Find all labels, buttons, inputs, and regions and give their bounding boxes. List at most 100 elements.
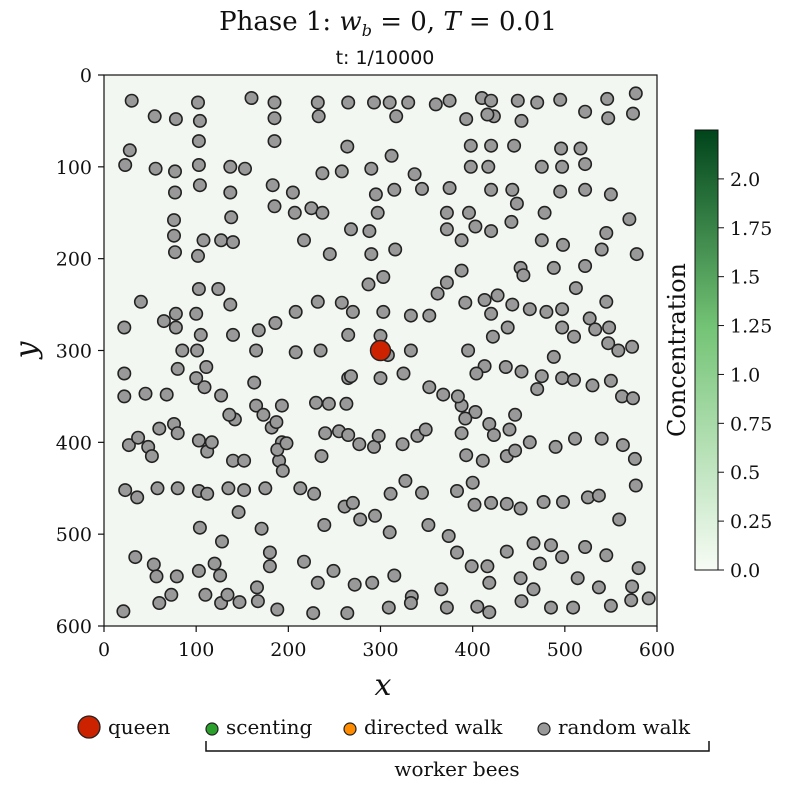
random-walk-point	[167, 213, 182, 228]
random-walk-point	[311, 109, 326, 124]
random-walk-point	[116, 604, 131, 619]
random-walk-point	[578, 182, 593, 197]
random-walk-point	[267, 111, 282, 126]
random-walk-point	[307, 486, 322, 501]
y-tick-label: 500	[56, 524, 92, 546]
random-walk-point	[484, 495, 499, 510]
random-walk-point	[499, 496, 514, 511]
random-walk-point	[578, 157, 593, 172]
random-walk-point	[439, 275, 454, 290]
legend-marker-queen	[77, 715, 101, 739]
random-walk-point	[514, 594, 529, 609]
random-walk-point	[191, 433, 206, 448]
random-walk-point	[615, 438, 630, 453]
random-walk-point	[198, 587, 213, 602]
random-walk-point	[175, 343, 190, 358]
random-walk-point	[401, 95, 416, 110]
random-walk-point	[168, 245, 183, 260]
random-walk-point	[231, 505, 246, 520]
random-walk-point	[251, 323, 266, 338]
random-walk-point	[168, 185, 183, 200]
random-walk-point	[361, 277, 376, 292]
random-walk-point	[238, 161, 253, 176]
random-walk-point	[222, 407, 237, 422]
random-walk-point	[258, 481, 273, 496]
random-walk-point	[211, 281, 226, 296]
random-walk-point	[192, 113, 207, 128]
random-walk-point	[599, 294, 614, 309]
random-walk-point	[522, 302, 537, 317]
random-walk-point	[555, 159, 570, 174]
random-walk-point	[124, 93, 139, 108]
random-walk-point	[334, 295, 349, 310]
random-walk-point	[403, 308, 418, 323]
random-walk-point	[152, 421, 167, 436]
axis-ticks: 0 100 200 300 400 500 600 0 100 200 300 400 500 600	[56, 65, 675, 661]
worker-bees-bracket	[205, 741, 710, 752]
random-walk-point	[480, 107, 495, 122]
colorbar-ticks: 0.0 0.25 0.5 0.75 1.0 1.25 1.5 1.75 2.0	[718, 169, 772, 582]
random-walk-point	[508, 407, 523, 422]
random-walk-point	[600, 91, 615, 106]
random-walk-point	[364, 161, 379, 176]
random-walk-point	[270, 602, 285, 617]
random-walk-point	[214, 233, 229, 248]
random-walk-point	[508, 443, 523, 458]
random-walk-point	[554, 141, 569, 156]
random-walk-point	[204, 435, 219, 450]
random-walk-point	[168, 112, 183, 127]
random-walk-point	[513, 501, 528, 516]
random-walk-point	[170, 426, 185, 441]
random-walk-point	[500, 320, 515, 335]
random-walk-point	[256, 407, 271, 422]
random-walk-point	[321, 396, 336, 411]
y-axis-label: y	[9, 340, 44, 360]
random-walk-point	[189, 306, 204, 321]
random-walk-point	[555, 302, 570, 317]
random-walk-point	[548, 439, 563, 454]
random-walk-point	[468, 404, 483, 419]
random-walk-point	[340, 606, 355, 621]
random-walk-point	[168, 320, 183, 335]
random-walk-point	[624, 593, 639, 608]
random-walk-point	[536, 494, 551, 509]
random-walk-point	[313, 343, 328, 358]
random-walk-point	[345, 304, 360, 319]
random-walk-point	[578, 258, 593, 273]
random-walk-point	[441, 528, 456, 543]
random-walk-point	[191, 134, 206, 149]
random-walk-point	[602, 320, 617, 335]
random-walk-point	[582, 311, 597, 326]
random-walk-point	[450, 389, 465, 404]
random-walk-point	[191, 563, 206, 578]
random-walk-point	[170, 361, 185, 376]
random-walk-point	[200, 486, 215, 501]
random-walk-point	[267, 134, 282, 149]
random-walk-point	[152, 595, 167, 610]
random-walk-point	[601, 336, 616, 351]
random-walk-point	[628, 478, 643, 493]
random-walk-point	[484, 93, 499, 108]
random-walk-point	[296, 233, 311, 248]
random-walk-point	[555, 237, 570, 252]
random-walk-point	[288, 304, 303, 319]
random-walk-point	[396, 366, 411, 381]
random-walk-point	[343, 369, 358, 384]
random-walk-point	[249, 398, 264, 413]
random-walk-point	[285, 185, 300, 200]
random-walk-point	[121, 438, 136, 453]
scatter-points	[116, 86, 656, 621]
random-walk-point	[439, 600, 454, 615]
random-walk-point	[534, 369, 549, 384]
legend-label-random-walk: random walk	[558, 715, 691, 739]
random-walk-point	[118, 483, 133, 498]
random-walk-point	[148, 161, 163, 176]
x-tick-label: 400	[455, 639, 491, 661]
random-walk-point	[555, 494, 570, 509]
random-walk-point	[122, 143, 137, 158]
random-walk-point	[603, 598, 618, 613]
random-walk-point	[611, 343, 626, 358]
random-walk-point	[449, 545, 464, 560]
random-walk-point	[117, 389, 132, 404]
y-tick-label: 200	[56, 249, 92, 271]
